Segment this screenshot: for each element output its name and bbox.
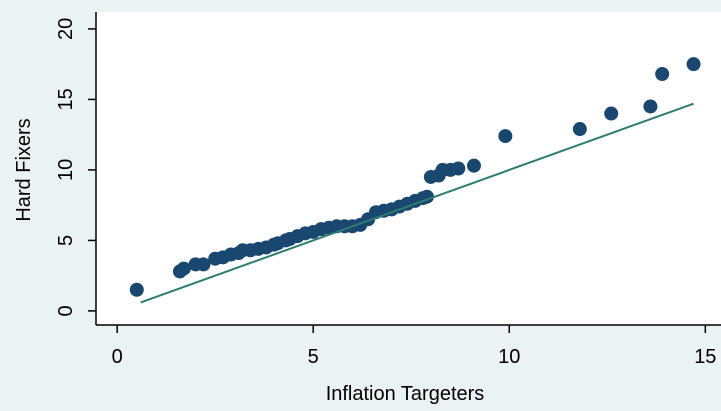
point <box>643 99 658 114</box>
point <box>498 129 513 144</box>
point <box>129 282 144 297</box>
point <box>604 106 619 121</box>
plot-area <box>96 12 721 325</box>
point <box>655 67 670 82</box>
y-tick-label: 10 <box>55 159 77 181</box>
point <box>572 122 587 137</box>
point <box>466 158 481 173</box>
x-tick-label: 15 <box>694 346 716 368</box>
y-axis-title: Hard Fixers <box>13 118 35 221</box>
point <box>686 57 701 72</box>
y-tick-label: 20 <box>55 18 77 40</box>
x-tick-label: 10 <box>498 346 520 368</box>
point <box>451 161 466 176</box>
point <box>196 257 211 272</box>
x-tick-label: 5 <box>308 346 319 368</box>
y-tick-label: 5 <box>55 235 77 246</box>
point <box>176 261 191 276</box>
reference-line <box>140 102 694 304</box>
x-axis-title: Inflation Targeters <box>326 383 485 405</box>
y-tick-label: 15 <box>55 88 77 110</box>
y-tick-label: 0 <box>55 305 77 316</box>
x-tick-label: 0 <box>112 346 123 368</box>
